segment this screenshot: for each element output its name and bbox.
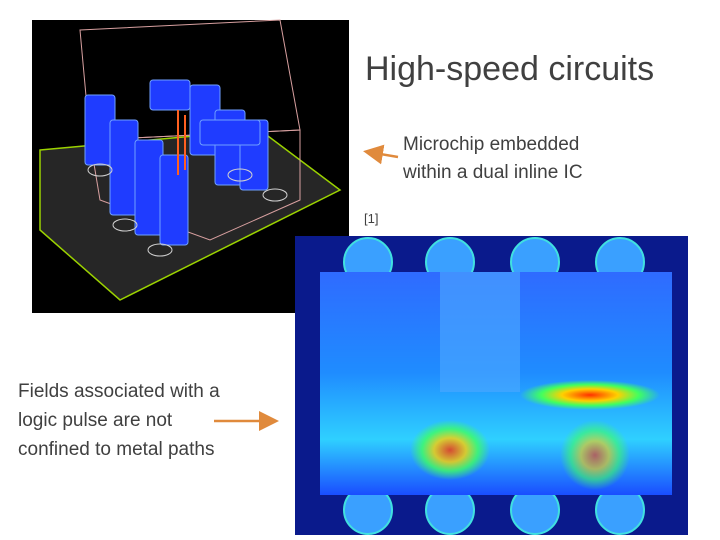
reference: [1]: [364, 211, 378, 226]
chip-image: [32, 19, 349, 313]
field-caption-line: logic pulse are not: [18, 410, 173, 431]
arrow: [363, 144, 399, 165]
slide-title: High-speed circuits: [365, 50, 654, 88]
chip-caption-line: Microchip embedded: [403, 134, 579, 155]
field-image: [295, 236, 688, 535]
field-caption-line: Fields associated with a: [18, 381, 220, 402]
field-caption-line: confined to metal paths: [18, 439, 214, 460]
chip-caption-line: within a dual inline IC: [402, 162, 583, 183]
